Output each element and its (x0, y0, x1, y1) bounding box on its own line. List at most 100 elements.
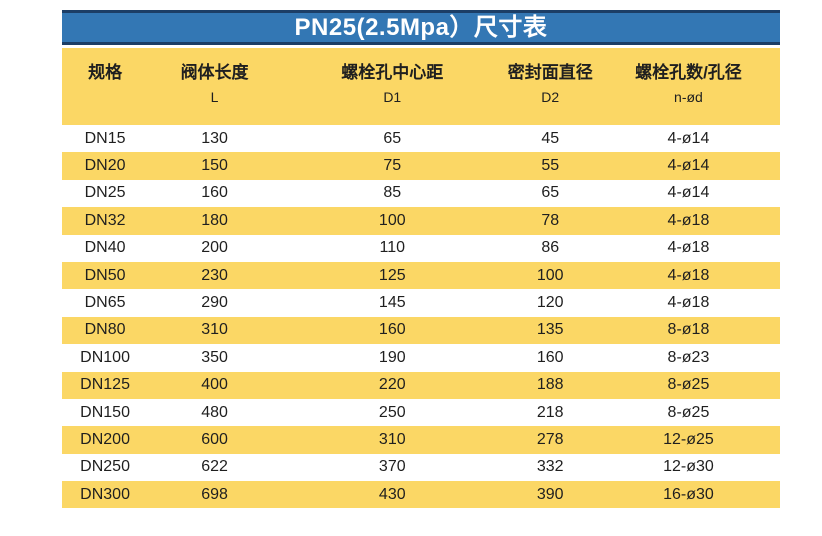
cell-seal-diameter: 78 (541, 211, 560, 229)
col-header-body-length-symbol: L (210, 89, 219, 105)
cell-seal-diameter: 135 (536, 321, 564, 339)
header-row: 规格 阀体长度 L 螺栓孔中心距 D1 密封面直径 D2 螺栓孔数/孔径 (62, 48, 780, 125)
cell-length: 480 (201, 403, 228, 421)
dimension-table: 规格 阀体长度 L 螺栓孔中心距 D1 密封面直径 D2 螺栓孔数/孔径 (62, 48, 780, 509)
cell-bolt-circle: 145 (378, 294, 406, 312)
cell-length: 400 (201, 376, 228, 394)
table-row: DN250 622 370 332 12-ø30 (62, 454, 780, 481)
cell-bolt-holes: 8-ø25 (667, 376, 710, 394)
cell-seal-diameter: 332 (536, 458, 564, 476)
cell-bolt-circle: 430 (378, 485, 406, 503)
cell-bolt-circle: 160 (378, 321, 406, 339)
cell-length: 310 (201, 321, 228, 339)
cell-seal-diameter: 120 (536, 294, 564, 312)
cell-seal-diameter: 188 (536, 376, 564, 394)
cell-spec: DN150 (80, 403, 130, 421)
col-header-bolt-holes: 螺栓孔数/孔径 n-ød (596, 48, 780, 125)
cell-bolt-holes: 4-ø18 (667, 239, 710, 257)
table-row: DN15 130 65 45 4-ø14 (62, 125, 780, 152)
cell-spec: DN100 (80, 348, 130, 366)
table-header: 规格 阀体长度 L 螺栓孔中心距 D1 密封面直径 D2 螺栓孔数/孔径 (62, 48, 780, 125)
col-header-spec: 规格 (62, 48, 149, 125)
table-row: DN300 698 430 390 16-ø30 (62, 481, 780, 509)
cell-length: 160 (201, 184, 228, 202)
cell-seal-diameter: 218 (536, 403, 564, 421)
cell-bolt-holes: 8-ø18 (667, 321, 710, 339)
table-row: DN32 180 100 78 4-ø18 (62, 207, 780, 235)
table-row: DN65 290 145 120 4-ø18 (62, 289, 780, 316)
cell-seal-diameter: 390 (536, 485, 564, 503)
cell-bolt-circle: 110 (379, 239, 406, 257)
cell-bolt-holes: 12-ø25 (663, 430, 714, 448)
table-row: DN125 400 220 188 8-ø25 (62, 371, 780, 399)
cell-seal-diameter: 65 (541, 184, 560, 202)
table-row: DN100 350 190 160 8-ø23 (62, 344, 780, 371)
cell-spec: DN25 (84, 184, 126, 202)
spec-sheet-panel: PN25(2.5Mpa）尺寸表 规格 阀体长度 L 螺栓孔中心距 (62, 10, 780, 509)
cell-bolt-holes: 12-ø30 (663, 458, 714, 476)
cell-length: 150 (201, 157, 228, 175)
cell-bolt-holes: 4-ø18 (667, 266, 710, 284)
table-body: DN15 130 65 45 4-ø14 DN20 150 75 55 4-ø14 DN25 160 8… (62, 125, 780, 509)
cell-length: 230 (201, 266, 228, 284)
cell-length: 290 (201, 294, 228, 312)
table-row: DN50 230 125 100 4-ø18 (62, 261, 780, 290)
cell-bolt-circle: 220 (378, 376, 406, 394)
cell-spec: DN300 (80, 485, 130, 503)
col-header-bolt-holes-label: 螺栓孔数/孔径 (635, 63, 742, 82)
cell-bolt-circle: 125 (378, 266, 406, 284)
table-row: DN150 480 250 218 8-ø25 (62, 399, 780, 426)
cell-spec: DN50 (84, 266, 126, 284)
cell-spec: DN125 (80, 376, 130, 394)
cell-bolt-holes: 8-ø25 (667, 403, 710, 421)
cell-seal-diameter: 160 (536, 348, 564, 366)
table-row: DN25 160 85 65 4-ø14 (62, 180, 780, 207)
table-row: DN200 600 310 278 12-ø25 (62, 426, 780, 454)
col-header-bolt-circle: 螺栓孔中心距 D1 (280, 48, 504, 125)
cell-seal-diameter: 278 (536, 430, 564, 448)
col-header-body-length: 阀体长度 L (148, 48, 281, 125)
col-header-seal-diameter-symbol: D2 (541, 89, 560, 105)
cell-bolt-holes: 4-ø14 (667, 157, 710, 175)
col-header-bolt-holes-symbol: n-ød (674, 89, 703, 105)
table-row: DN40 200 110 86 4-ø18 (62, 235, 780, 262)
cell-spec: DN65 (84, 294, 126, 312)
cell-seal-diameter: 100 (536, 266, 564, 284)
cell-seal-diameter: 55 (541, 157, 560, 175)
cell-bolt-holes: 16-ø30 (663, 485, 714, 503)
cell-bolt-holes: 4-ø18 (667, 211, 710, 229)
cell-length: 600 (201, 430, 228, 448)
cell-bolt-circle: 310 (378, 430, 406, 448)
cell-bolt-circle: 250 (378, 403, 406, 421)
cell-spec: DN250 (80, 458, 130, 476)
cell-length: 350 (201, 348, 228, 366)
cell-spec: DN32 (84, 211, 126, 229)
cell-bolt-circle: 75 (383, 157, 402, 175)
cell-spec: DN15 (84, 129, 126, 147)
cell-length: 200 (201, 239, 228, 257)
cell-bolt-holes: 4-ø18 (667, 294, 710, 312)
col-header-seal-diameter: 密封面直径 D2 (503, 48, 597, 125)
cell-spec: DN200 (80, 430, 130, 448)
table-row: DN20 150 75 55 4-ø14 (62, 152, 780, 180)
col-header-bolt-circle-symbol: D1 (383, 89, 402, 105)
cell-bolt-circle: 190 (378, 348, 406, 366)
cell-spec: DN20 (84, 157, 126, 175)
cell-spec: DN40 (84, 239, 126, 257)
cell-length: 130 (201, 129, 228, 147)
col-header-seal-diameter-label: 密封面直径 (507, 63, 593, 82)
cell-length: 622 (201, 458, 228, 476)
cell-seal-diameter: 86 (541, 239, 560, 257)
cell-length: 698 (201, 485, 228, 503)
cell-spec: DN80 (84, 321, 126, 339)
cell-bolt-circle: 65 (383, 129, 402, 147)
col-header-spec-label: 规格 (88, 63, 123, 82)
table-title: PN25(2.5Mpa）尺寸表 (62, 10, 780, 45)
cell-bolt-holes: 4-ø14 (667, 129, 710, 147)
cell-bolt-circle: 100 (378, 211, 406, 229)
cell-bolt-holes: 8-ø23 (667, 348, 710, 366)
cell-length: 180 (201, 211, 228, 229)
col-header-bolt-circle-label: 螺栓孔中心距 (341, 63, 444, 82)
col-header-body-length-label: 阀体长度 (180, 63, 249, 82)
cell-bolt-holes: 4-ø14 (667, 184, 710, 202)
